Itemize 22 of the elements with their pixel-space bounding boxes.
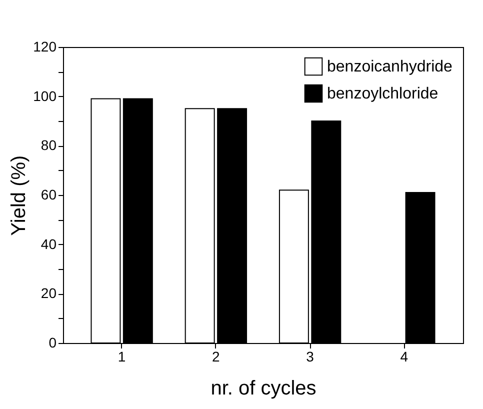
legend-label: benzoylchloride	[327, 86, 438, 102]
y-tick-label: 0	[48, 334, 57, 350]
bar	[90, 98, 121, 344]
x-tick-label: 3	[306, 348, 314, 364]
bar	[184, 108, 215, 344]
x-tick-label: 4	[400, 348, 408, 364]
legend-label: benzoicanhydride	[327, 58, 453, 76]
bar	[122, 98, 153, 344]
x-axis-title: nr. of cycles	[210, 378, 316, 400]
bar	[217, 108, 248, 344]
y-tick-label: 100	[33, 88, 57, 104]
x-tick-label: 2	[212, 348, 220, 364]
bar	[311, 120, 342, 344]
y-tick-label: 120	[33, 38, 57, 54]
x-tick-label: 1	[118, 348, 126, 364]
y-tick-label: 20	[40, 285, 57, 302]
y-tick-label: 80	[40, 137, 57, 154]
y-tick-label: 60	[40, 186, 57, 202]
bar	[278, 190, 309, 344]
y-tick-label: 40	[40, 236, 57, 252]
bar	[405, 192, 436, 344]
y-axis-title: Yield (%)	[8, 155, 30, 236]
